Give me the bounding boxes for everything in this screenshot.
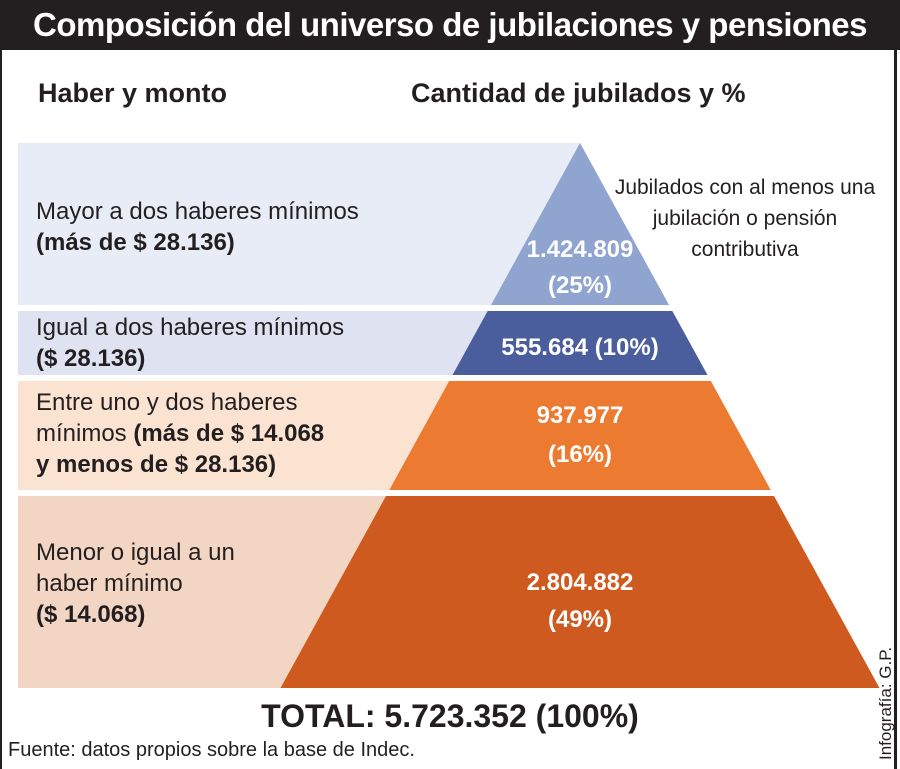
pyramid-level-3 [389, 381, 771, 490]
band-label-3: Entre uno y dos haberes mínimos (más de … [36, 387, 324, 480]
right-column-header: Cantidad de jubilados y % [411, 78, 746, 108]
total-label: TOTAL: 5.723.352 (100%) [261, 698, 639, 734]
band-label-3-line-2a: mínimos [36, 420, 134, 447]
source-note: Fuente: datos propios sobre la base de I… [8, 739, 415, 761]
chart-title: Composición del universo de jubilaciones… [0, 0, 900, 50]
band-label-2: Igual a dos haberes mínimos ($ 28.136) [36, 312, 344, 374]
band-label-3-line-1: Entre uno y dos haberes [36, 389, 298, 416]
value-label-3: 937.977 [537, 402, 624, 429]
band-label-4-line-3: ($ 14.068) [36, 601, 146, 628]
band-label-2-line-2: ($ 28.136) [36, 345, 146, 372]
band-label-3-line-3: y menos de $ 28.136) [36, 451, 277, 478]
band-label-1-line-1: Mayor a dos haberes mínimos [36, 198, 359, 225]
band-label-3-line-2b: (más de $ 14.068 [133, 420, 325, 447]
band-label-2-line-1: Igual a dos haberes mínimos [36, 314, 345, 341]
value-label-4: 2.804.882 [527, 569, 634, 596]
percent-label-4: (49%) [548, 606, 612, 633]
band-label-4-line-2: haber mínimo [36, 570, 183, 597]
left-column-header: Haber y monto [38, 78, 228, 108]
pyramid-level-2 [452, 311, 708, 375]
band-label-1: Mayor a dos haberes mínimos (más de $ 28… [36, 196, 359, 258]
band-label-4-line-1: Menor o igual a un [36, 539, 235, 566]
pyramid-level-4 [280, 496, 880, 688]
percent-label-3: (16%) [548, 441, 612, 468]
chart-frame [0, 50, 897, 769]
pyramid-note: Jubilados con al menos una jubilación o … [614, 176, 876, 261]
value-label-2: 555.684 (10%) [501, 334, 658, 361]
percent-label-1: (25%) [548, 272, 612, 299]
band-label-1-line-2: (más de $ 28.136) [36, 229, 235, 256]
pyramid-level-1 [490, 143, 670, 305]
infographic-credit: Infografía: G.P. [876, 646, 895, 760]
band-label-4: Menor o igual a un haber mínimo ($ 14.06… [36, 537, 235, 630]
category-band-1 [18, 143, 670, 305]
value-label-1: 1.424.809 [527, 236, 634, 263]
